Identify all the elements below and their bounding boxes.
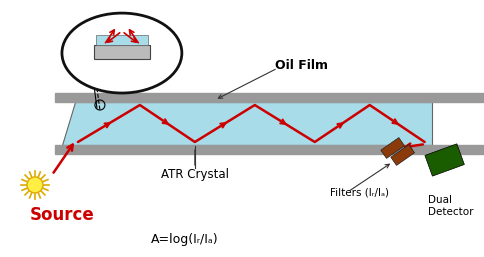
Text: ATR Crystal: ATR Crystal bbox=[161, 168, 228, 181]
Polygon shape bbox=[424, 144, 463, 176]
Text: A=log(Iᵣ/Iₐ): A=log(Iᵣ/Iₐ) bbox=[151, 233, 218, 246]
Polygon shape bbox=[380, 137, 404, 158]
Polygon shape bbox=[62, 102, 431, 145]
Bar bbox=[55, 145, 484, 154]
Text: Source: Source bbox=[30, 206, 94, 224]
Bar bbox=[96, 35, 148, 45]
Ellipse shape bbox=[62, 13, 182, 93]
Bar bbox=[55, 93, 484, 102]
Text: Dual
Detector: Dual Detector bbox=[427, 195, 472, 217]
Text: Oil Film: Oil Film bbox=[274, 59, 327, 71]
Circle shape bbox=[27, 177, 43, 193]
Text: Filters (Iᵣ/Iₐ): Filters (Iᵣ/Iₐ) bbox=[329, 188, 388, 198]
Bar bbox=[94, 45, 150, 59]
Polygon shape bbox=[390, 145, 414, 165]
